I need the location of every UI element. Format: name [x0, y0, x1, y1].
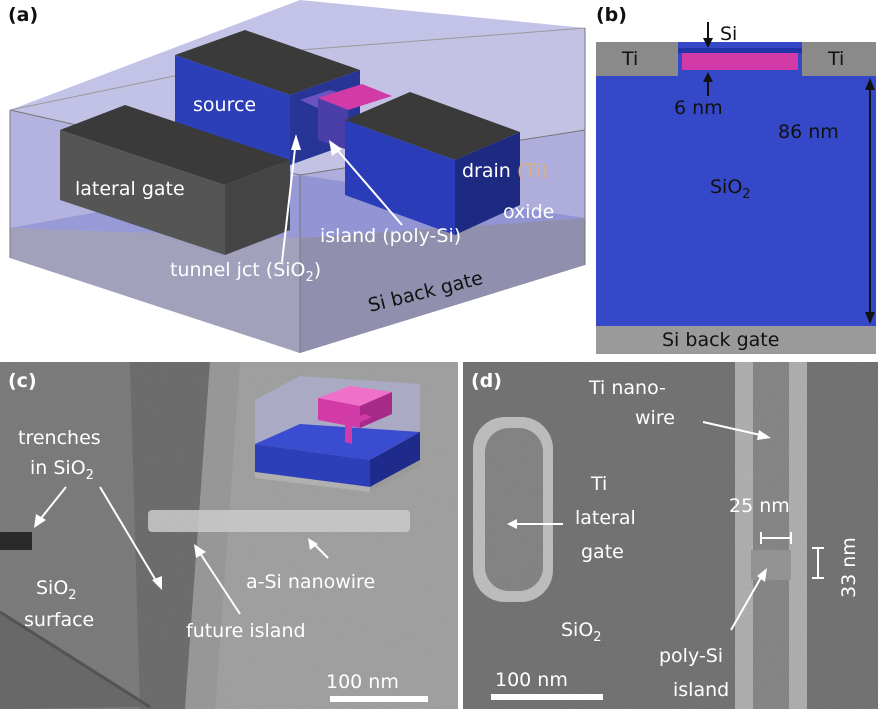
label-si: Si	[720, 23, 737, 45]
arrow-trench-left-head	[34, 514, 46, 528]
sem-lower-edge-line	[0, 610, 151, 709]
arrow-gate-head	[507, 519, 517, 529]
label-scale-c: 100 nm	[326, 671, 399, 693]
island-top	[318, 84, 392, 110]
label-scale-d: 100 nm	[495, 669, 568, 691]
panel-d-label: (d)	[471, 370, 502, 392]
island-layer	[682, 53, 798, 70]
label-oxide: oxide	[503, 201, 554, 223]
inset-base-front	[255, 444, 370, 487]
panel-c: trenches in SiO2 SiO2 surface future isl…	[0, 362, 458, 709]
label-island: island (poly-Si)	[320, 225, 461, 247]
oxide-box-top	[10, 0, 585, 110]
arrow-nanowire-head	[308, 538, 318, 550]
label-tunnel-junction: tunnel jct (SiO2)	[170, 259, 321, 285]
label-oxide: SiO2	[561, 619, 602, 645]
label-trenches-line1: trenches	[18, 427, 101, 449]
arrow-island	[730, 573, 764, 631]
oxide-layer	[596, 42, 876, 326]
sem-nanowire	[148, 510, 410, 532]
inset-island-top	[318, 386, 392, 406]
arrow-tunnel	[281, 139, 297, 263]
arrow-island	[332, 144, 403, 226]
arrow-oxide-top-head	[865, 78, 875, 90]
label-gate-line3: gate	[581, 541, 624, 563]
label-thickness-oxide: 86 nm	[778, 121, 839, 143]
panel-a-device-schematic: source lateral gate drain (Ti) oxide isl…	[9, 0, 586, 353]
panel-b-label: (b)	[596, 4, 627, 26]
panel-c-label: (c)	[8, 370, 37, 392]
ti-right-block	[802, 42, 876, 76]
label-gate-line2: lateral	[575, 507, 636, 529]
arrow-island-head	[757, 568, 767, 582]
inset-3d-model	[255, 376, 420, 492]
label-island-line2: island	[673, 679, 729, 701]
drain-side	[455, 132, 520, 235]
label-drain: drain (Ti)	[462, 160, 548, 182]
lateral-gate-side	[225, 160, 290, 255]
scale-bar-c	[330, 696, 428, 702]
back-gate-layer	[596, 326, 876, 354]
label-lateral-gate: lateral gate	[75, 178, 185, 200]
inset-island-side	[360, 392, 392, 428]
lateral-gate-front	[60, 130, 225, 255]
arrow-tunnel-head	[291, 134, 301, 150]
sem-bright-edge	[185, 362, 240, 709]
label-width: 25 nm	[729, 495, 790, 517]
label-ti-right: Ti	[827, 48, 844, 70]
sem-trench-band	[130, 362, 210, 709]
label-source: source	[193, 94, 256, 116]
label-height: 33 nm	[838, 537, 860, 598]
label-trenches-line2: in SiO2	[30, 457, 94, 483]
label-back-gate: Si back gate	[662, 329, 779, 351]
sem-trench-dark	[0, 532, 32, 550]
inset-substrate-front	[255, 472, 370, 492]
sem-gate-inner	[485, 428, 543, 591]
label-nanowire: a-Si nanowire	[246, 571, 375, 593]
sem-ti-nanowire-core	[753, 362, 789, 709]
ti-left-block	[596, 42, 678, 76]
arrow-trench-right	[99, 486, 159, 585]
inset-base-top	[255, 424, 420, 460]
label-future-island: future island	[186, 620, 306, 642]
label-thickness-si: 6 nm	[674, 97, 723, 119]
label-gate-line1: Ti	[590, 473, 607, 495]
drain-top	[345, 92, 520, 160]
panel-c-sem-image: trenches in SiO2 SiO2 surface future isl…	[0, 362, 458, 709]
arrow-future-island-head	[194, 544, 206, 558]
arrow-ti-wire-head	[757, 430, 771, 440]
drain-front	[345, 120, 455, 235]
inset-substrate	[370, 460, 420, 492]
label-ti-wire-line1: Ti nano-	[588, 377, 666, 399]
source-top	[175, 30, 360, 95]
panel-a: source lateral gate drain (Ti) oxide isl…	[0, 0, 590, 360]
sem-d-background-group	[463, 362, 878, 709]
panel-b-cross-section: Si Ti Ti 6 nm 86 nm SiO2 Si back gate	[596, 22, 876, 354]
arrow-trench-left	[37, 486, 67, 523]
arrow-island-head	[329, 140, 342, 156]
arrow-si-bottom-head	[703, 72, 713, 82]
label-ti-wire-line2: wire	[635, 407, 675, 429]
inset-base-side	[370, 432, 420, 487]
si-layer	[678, 48, 802, 53]
label-oxide: SiO2	[710, 176, 751, 202]
panel-d-sem-image: Ti nano- wire Ti lateral gate 25 nm 33 n…	[463, 362, 878, 709]
arrow-trench-right-head	[152, 576, 162, 590]
panel-b: Si Ti Ti 6 nm 86 nm SiO2 Si back gate (b…	[590, 0, 878, 360]
lateral-gate-top	[60, 105, 290, 185]
arrow-future-island	[197, 549, 241, 615]
label-surface-line1: SiO2	[36, 577, 77, 603]
label-ti-left: Ti	[621, 48, 638, 70]
label-surface-line2: surface	[24, 609, 94, 631]
panel-d: Ti nano- wire Ti lateral gate 25 nm 33 n…	[463, 362, 878, 709]
scale-bar-d	[491, 694, 603, 700]
sem-poly-si-island	[751, 550, 791, 580]
inset-island-stem	[345, 414, 372, 444]
label-island-line1: poly-Si	[659, 645, 723, 667]
panel-a-label: (a)	[8, 4, 39, 26]
arrow-oxide-bottom-head	[865, 312, 875, 324]
arrow-si-top-head	[703, 38, 713, 48]
island-front	[318, 98, 348, 150]
arrow-ti-wire	[702, 421, 766, 437]
